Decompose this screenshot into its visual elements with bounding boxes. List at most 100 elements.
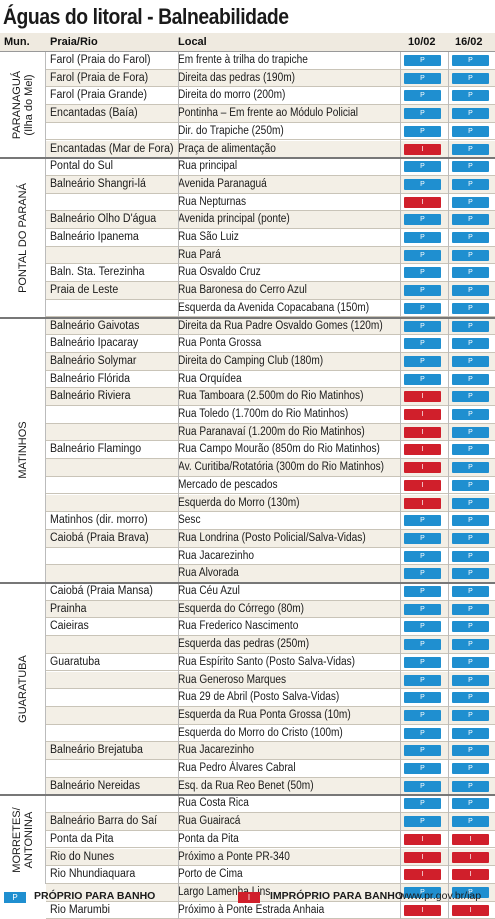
status-badge-16-02: I: [452, 869, 489, 881]
status-badge-10-02: P: [404, 550, 441, 562]
status-badge-10-02: P: [404, 780, 441, 792]
praia-name: Pontal do Sul: [50, 160, 113, 173]
status-badge-16-02: P: [452, 143, 489, 155]
status-badge-16-02: P: [452, 108, 489, 120]
local-name: Dir. do Trapiche (250m): [178, 124, 284, 137]
praia-name: Caieiras: [50, 620, 89, 633]
municipio-label: PONTAL DO PARANÁ: [16, 182, 29, 293]
status-badge-10-02: P: [404, 745, 441, 757]
praia-name: Encantadas (Baía): [50, 107, 138, 120]
table-row: Caieiras Rua Frederico Nascimento P P: [46, 618, 495, 637]
status-badge-16-02: P: [452, 479, 489, 491]
municipio-separator: [0, 316, 495, 319]
municipio-separator: [0, 794, 495, 797]
status-badge-16-02: P: [452, 232, 489, 243]
table-row: Dir. do Trapiche (250m) P P: [46, 123, 495, 141]
table-row: Balneário Gaivotas Direita da Rua Padre O…: [46, 317, 495, 336]
table-row: Balneário Flórida Rua Orquídea P P: [46, 371, 495, 389]
status-badge-16-02: P: [452, 55, 489, 66]
status-badge-10-02: P: [404, 603, 441, 615]
status-badge-16-02: P: [452, 745, 489, 757]
praia-name: Encantadas (Mar de Fora): [50, 142, 174, 155]
table-row: Rua Paranavaí (1.200m do Rio Matinhos) I P: [46, 423, 495, 442]
praia-name: Guaratuba: [50, 655, 101, 668]
local-name: Rua Generoso Marques: [178, 673, 287, 686]
header-local: Local: [178, 36, 207, 48]
status-badge-10-02: P: [404, 674, 441, 686]
status-badge-10-02: P: [404, 125, 441, 137]
table-row: Rua Costa Rica P P: [46, 795, 495, 814]
local-name: Direita das pedras (190m): [178, 71, 295, 84]
table-row: Farol (Praia do Farol) Em frente à trilha…: [46, 52, 495, 70]
local-name: Pontinha – Em frente ao Módulo Policial: [178, 107, 359, 120]
header-date-1: 10/02: [408, 36, 436, 48]
local-name: Rua Toledo (1.700m do Rio Matinhos): [178, 408, 349, 420]
status-badge-16-02: P: [452, 709, 489, 721]
status-badge-10-02: P: [404, 214, 441, 226]
table-row: Encantadas (Baía) Pontinha – Em frente ao…: [46, 105, 495, 123]
praia-name: Balneário Riviera: [50, 390, 131, 403]
local-name: Rua São Luiz: [178, 231, 239, 243]
local-name: Rua Frederico Nascimento: [178, 620, 299, 633]
table-row: Guaratuba Rua Espírito Santo (Posto Salva…: [46, 654, 495, 672]
local-name: Esquerda da Rua Ponta Grossa (10m): [178, 708, 351, 721]
table-row: Rua Alvorada P P: [46, 565, 495, 583]
status-badge-16-02: P: [452, 302, 489, 314]
page-title: Águas do litoral - Balneabilidade: [3, 4, 289, 29]
local-name: Avenida Paranaguá: [178, 177, 267, 190]
praia-name: Farol (Praia Grande): [50, 89, 148, 102]
status-badge-10-02: I: [404, 869, 441, 881]
status-badge-10-02: I: [404, 196, 441, 208]
status-badge-10-02: P: [404, 709, 441, 721]
table-row: Prainha Esquerda do Córrego (80m) P P: [46, 600, 495, 619]
local-date-divider: [400, 52, 401, 919]
status-badge-16-02: P: [452, 886, 489, 898]
praia-name: Balneário Ipacaray: [50, 337, 139, 350]
table-row: Balneário Olho D'água Avenida principal (…: [46, 211, 495, 229]
status-badge-16-02: P: [452, 214, 489, 226]
status-badge-10-02: P: [404, 586, 441, 597]
table-row: Balneário Riviera Rua Tamboara (2.500m do…: [46, 388, 495, 406]
status-badge-16-02: P: [452, 656, 489, 668]
local-name: Rua principal: [178, 160, 238, 173]
status-badge-16-02: P: [452, 816, 489, 828]
status-badge-10-02: P: [404, 249, 441, 261]
status-badge-16-02: P: [452, 125, 489, 137]
status-badge-16-02: P: [452, 763, 489, 774]
local-name: Rua Londrina (Posto Policial/Salva-Vidas…: [178, 531, 366, 544]
status-badge-16-02: I: [452, 851, 489, 863]
table-row: Rua Jacarezinho P P: [46, 548, 495, 566]
table-row: Matinhos (dir. morro) Sesc P P: [46, 512, 495, 530]
source-url: www.pr.gov.br/iap: [399, 890, 482, 902]
local-name: Rua Alvorada: [178, 567, 239, 580]
status-badge-16-02: P: [452, 603, 489, 615]
status-badge-10-02: P: [404, 161, 441, 173]
local-name: Esquerda do Morro do Cristo (100m): [178, 726, 343, 739]
status-badge-16-02: P: [452, 391, 489, 403]
table-row: Esquerda do Morro do Cristo (100m) P P: [46, 725, 495, 743]
status-badge-16-02: P: [452, 72, 489, 84]
praia-name: Praia de Leste: [50, 284, 119, 297]
status-badge-16-02: P: [452, 568, 489, 580]
status-badge-16-02: P: [452, 426, 489, 438]
status-badge-10-02: P: [404, 72, 441, 84]
table-row: Encantadas (Mar de Fora) Praça de aliment…: [46, 140, 495, 159]
status-badge-16-02: P: [452, 444, 489, 456]
local-name: Rua Tamboara (2.500m do Rio Matinhos): [178, 390, 364, 403]
local-name: Av. Curitiba/Rotatória (300m do Rio Mati…: [178, 461, 385, 474]
table-header: [0, 33, 495, 52]
status-badge-16-02: P: [452, 409, 489, 420]
status-badge-16-02: P: [452, 267, 489, 279]
local-name: Avenida principal (ponte): [178, 213, 290, 226]
municipio-block: PONTAL DO PARANÁ: [0, 158, 46, 318]
table-row: Esquerda das pedras (250m) P P: [46, 636, 495, 654]
local-name: Esquerda da Avenida Copacabana (150m): [178, 301, 370, 314]
table-row: Balneário Ipacaray Rua Ponta Grossa P P: [46, 335, 495, 353]
table-row: Ponta da Pita Ponta da Pita I I: [46, 831, 495, 849]
praia-name: Farol (Praia de Fora): [50, 71, 149, 84]
local-name: Direita do Camping Club (180m): [178, 354, 324, 367]
status-badge-10-02: P: [404, 232, 441, 243]
status-badge-16-02: I: [452, 833, 489, 845]
status-badge-10-02: I: [404, 497, 441, 509]
status-badge-16-02: P: [452, 727, 489, 739]
